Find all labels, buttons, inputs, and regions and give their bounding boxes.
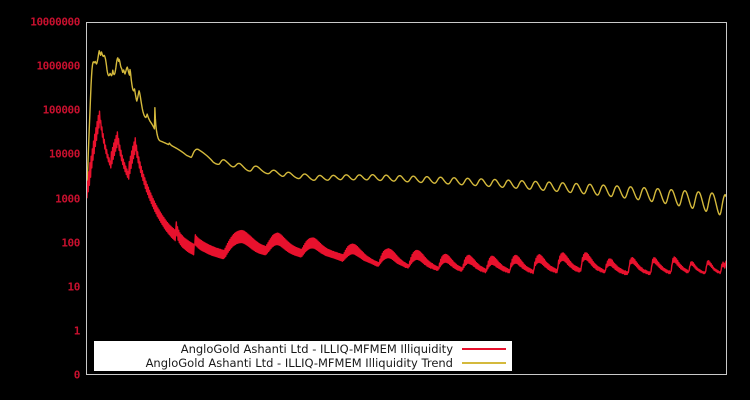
y-axis-tick-label: 10	[67, 280, 81, 294]
y-axis-tick-label: 10000000	[30, 15, 80, 29]
y-axis-tick-label: 1	[73, 324, 81, 338]
series-line-illiquidity-trend	[87, 50, 726, 216]
y-axis-tick-label: 100	[61, 236, 80, 250]
y-axis-labels: 10000000 1000000 100000 10000 1000 100 10 1 0	[0, 0, 80, 400]
y-axis-tick-label: 1000000	[36, 59, 80, 73]
plot-area	[86, 22, 727, 375]
series-svg	[87, 50, 726, 276]
y-axis-tick-label: 100000	[42, 103, 81, 117]
legend-label-illiquidity-trend: AngloGold Ashanti Ltd - ILLIQ-MFMEM Illi…	[145, 356, 453, 370]
y-axis-tick-label: 1000	[55, 192, 80, 205]
series-line-illiquidity	[87, 110, 726, 276]
legend-swatch-illiquidity	[462, 348, 506, 350]
legend-item-illiquidity: AngloGold Ashanti Ltd - ILLIQ-MFMEM Illi…	[94, 342, 512, 356]
chart-legend: AngloGold Ashanti Ltd - ILLIQ-MFMEM Illi…	[94, 341, 512, 371]
y-axis-tick-label: 10000	[48, 147, 81, 161]
y-axis-tick-label: 0	[73, 368, 81, 382]
legend-item-illiquidity-trend: AngloGold Ashanti Ltd - ILLIQ-MFMEM Illi…	[94, 356, 512, 370]
legend-label-illiquidity: AngloGold Ashanti Ltd - ILLIQ-MFMEM Illi…	[180, 342, 453, 356]
legend-swatch-illiquidity-trend	[462, 362, 506, 364]
